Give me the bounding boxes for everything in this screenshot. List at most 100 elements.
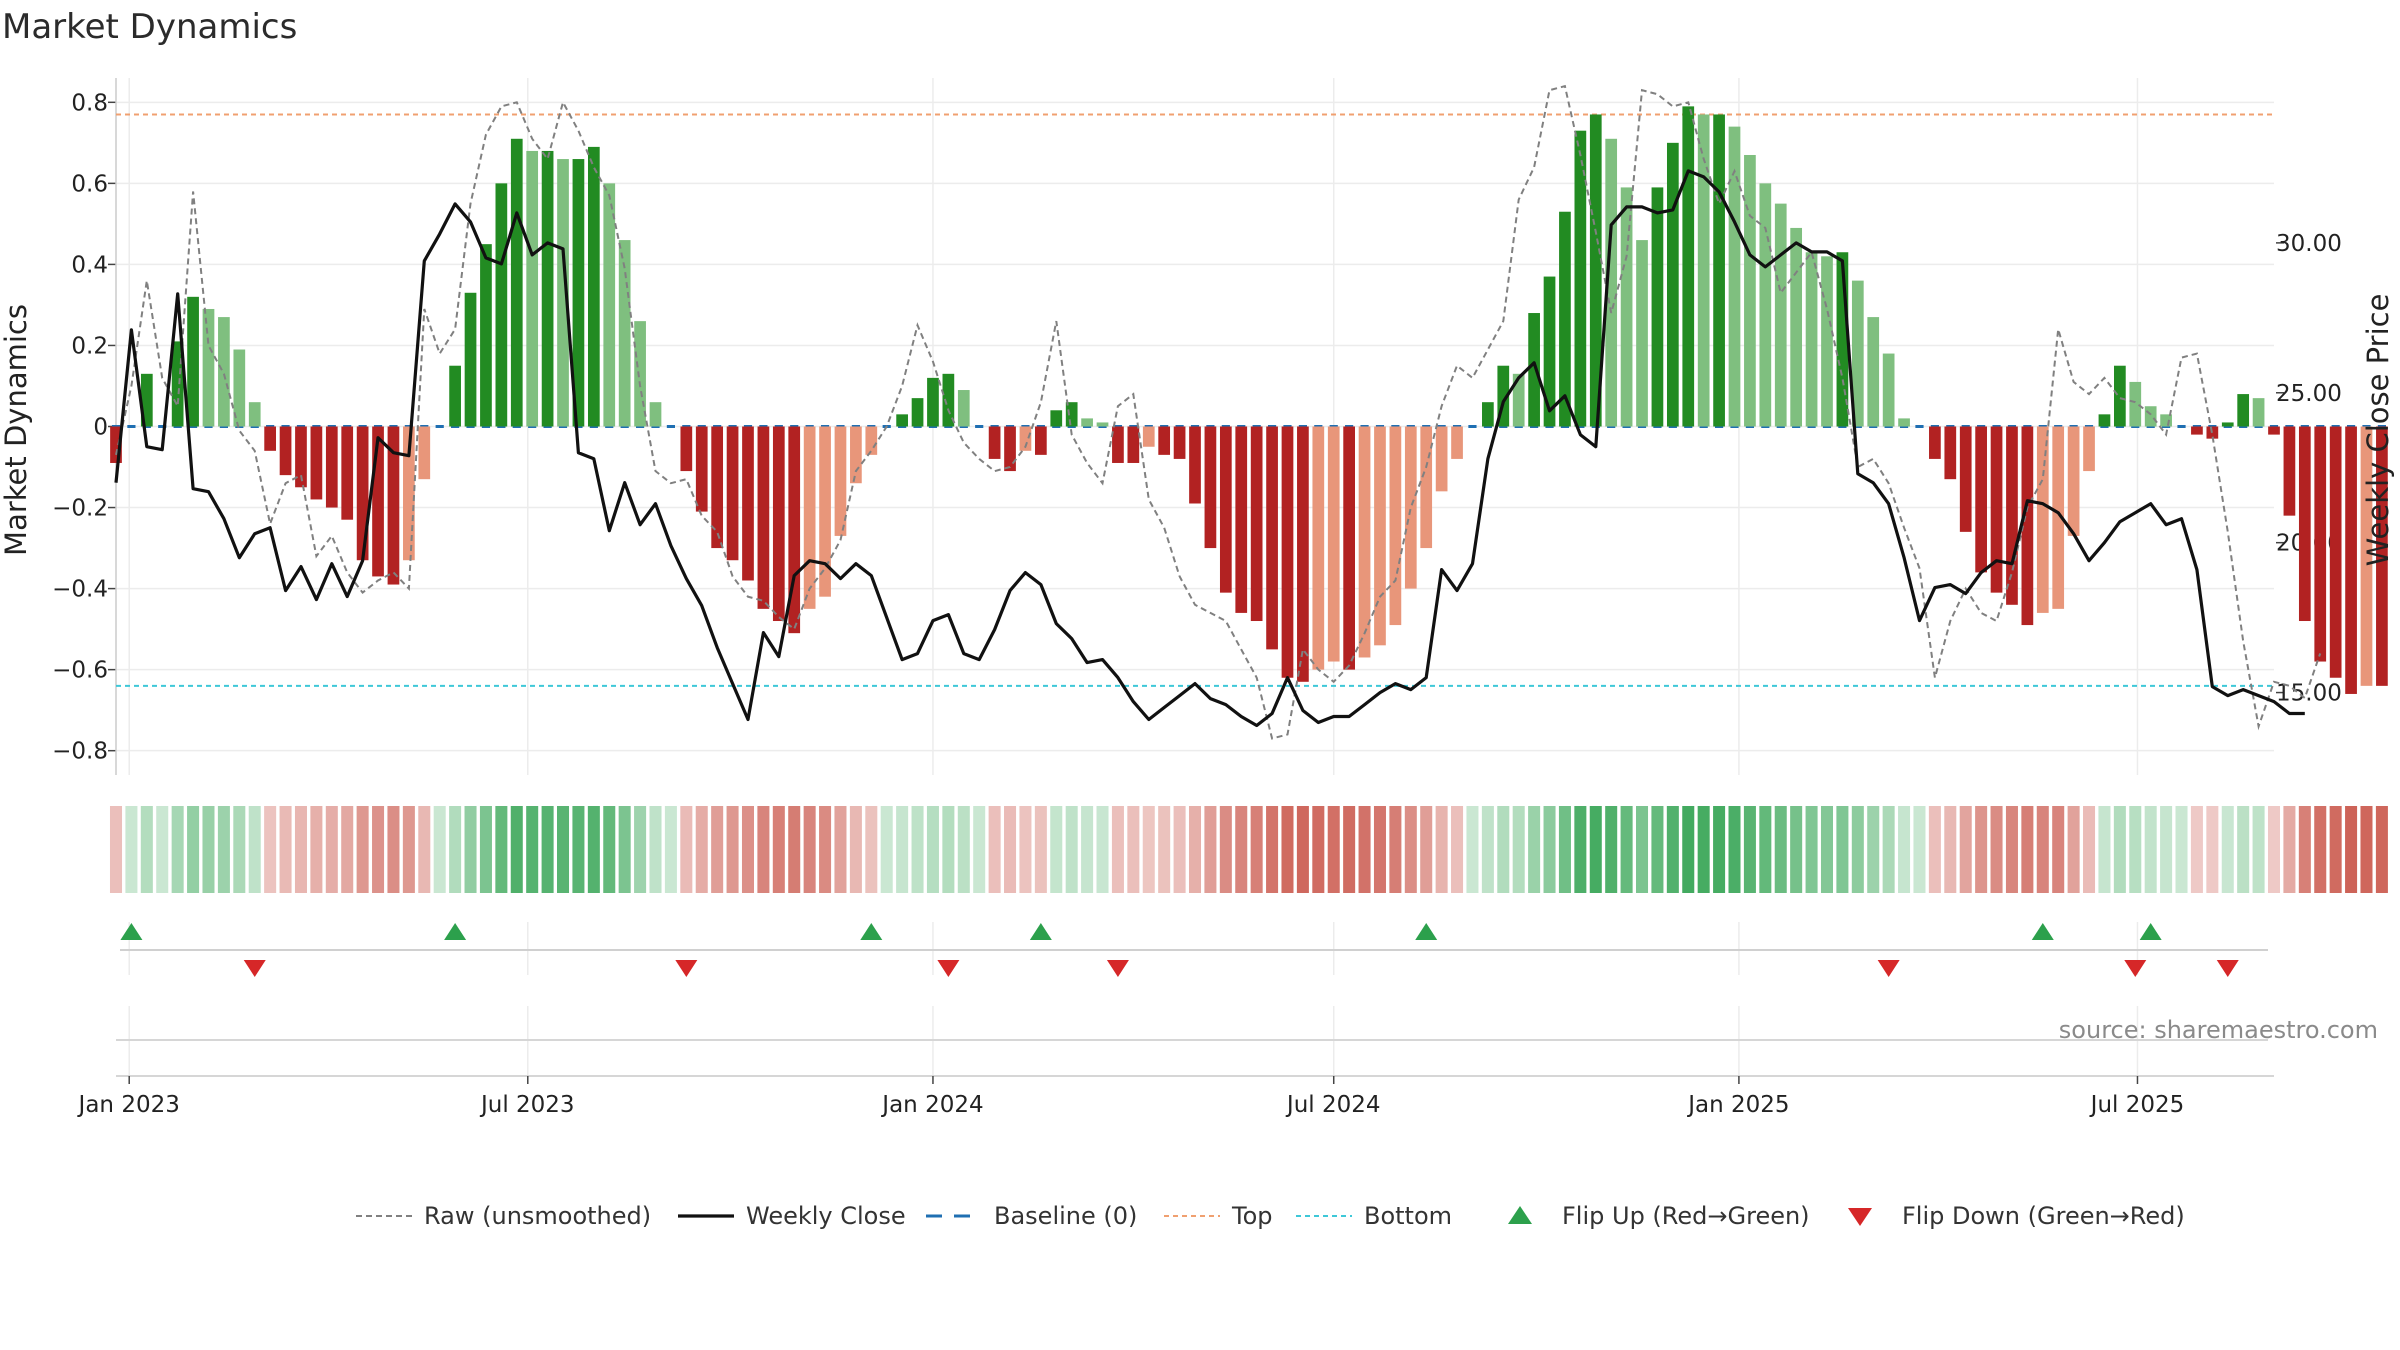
dynamics-bar	[2098, 414, 2111, 427]
regime-cell	[911, 806, 924, 893]
left-tick-label: −0.6	[52, 658, 108, 684]
regime-cell	[233, 806, 246, 893]
dynamics-bar	[1050, 410, 1063, 427]
dynamics-bar	[572, 159, 585, 427]
regime-cell	[341, 806, 354, 893]
regime-cell	[1851, 806, 1864, 893]
dynamics-bar	[1851, 280, 1864, 427]
regime-cell	[1882, 806, 1895, 893]
dynamics-bar	[1389, 426, 1402, 626]
regime-cell	[1774, 806, 1787, 893]
source-note: source: sharemaestro.com	[2059, 1016, 2378, 1044]
flip-down-marker	[243, 960, 266, 977]
left-tick-label: 0.8	[71, 90, 108, 116]
dynamics-bar	[325, 426, 338, 508]
regime-cell	[1389, 806, 1402, 893]
regime-cell	[926, 806, 939, 893]
regime-cell	[618, 806, 631, 893]
regime-cell	[2052, 806, 2065, 893]
regime-cell	[2360, 806, 2373, 893]
regime-cell	[1620, 806, 1633, 893]
regime-cell	[1805, 806, 1818, 893]
regime-cell	[1373, 806, 1386, 893]
flip-down-marker	[2216, 960, 2239, 977]
dynamics-bar	[1959, 426, 1972, 532]
regime-cell	[2160, 806, 2173, 893]
flip-up-marker	[444, 923, 467, 940]
dynamics-bar	[2160, 414, 2172, 427]
dynamics-bar	[1990, 426, 2003, 593]
dynamics-bar	[1065, 402, 1078, 427]
regime-cell	[310, 806, 323, 893]
dynamics-bar	[726, 426, 739, 561]
dynamics-bar	[1574, 130, 1587, 427]
regime-cell	[1928, 806, 1941, 893]
dynamics-bar	[480, 244, 492, 427]
regime-cell	[1820, 806, 1833, 893]
regime-cell	[2237, 806, 2250, 893]
dynamics-bar	[1158, 426, 1171, 455]
regime-cell	[664, 806, 677, 893]
x-tick-label: Jul 2023	[479, 1092, 575, 1118]
dynamics-bar	[865, 426, 878, 455]
dynamics-bar	[587, 146, 600, 427]
flip-down-marker	[1877, 960, 1900, 977]
dynamics-bar	[2006, 426, 2018, 605]
dynamics-bar	[2067, 426, 2080, 536]
left-tick-label: 0.2	[71, 333, 108, 359]
flip-up-marker	[1029, 923, 1052, 940]
legend-item-top: Top	[1164, 1202, 1273, 1230]
dynamics-bar	[850, 426, 862, 484]
regime-cell	[896, 806, 909, 893]
dynamics-bar	[495, 183, 508, 427]
regime-cell	[1004, 806, 1017, 893]
dynamics-bar	[202, 308, 215, 427]
dynamics-bar	[788, 426, 801, 634]
dynamics-bar	[248, 402, 261, 427]
dynamics-bar	[372, 426, 384, 577]
regime-cell	[2113, 806, 2126, 893]
dynamics-bar	[1451, 426, 1463, 459]
flip-up-marker	[1415, 923, 1438, 940]
dynamics-bar	[279, 426, 292, 476]
dynamics-bar	[695, 426, 708, 512]
flip-up-marker	[2031, 923, 2054, 940]
flip-down-marker	[2124, 960, 2147, 977]
regime-cell	[2345, 806, 2358, 893]
dynamics-bar	[2113, 365, 2126, 427]
regime-cell	[1358, 806, 1371, 893]
x-tick-label: Jan 2024	[880, 1092, 983, 1118]
legend-label: Weekly Close	[746, 1202, 906, 1230]
dynamics-bar	[2252, 398, 2265, 427]
raw-line	[115, 84, 2322, 740]
regime-cell	[803, 806, 816, 893]
regime-cell	[2267, 806, 2281, 893]
dynamics-bar	[187, 296, 199, 427]
regime-cell	[464, 806, 477, 893]
flip-down-marker	[937, 960, 960, 977]
dynamics-bar	[140, 373, 153, 427]
regime-cell	[1713, 806, 1726, 893]
regime-cell	[849, 806, 862, 893]
regime-cell	[819, 806, 832, 893]
dynamics-bar	[1636, 240, 1648, 427]
dynamics-bar	[1882, 353, 1895, 427]
dynamics-bar	[1790, 227, 1803, 427]
regime-cell	[1759, 806, 1772, 893]
regime-cell	[433, 806, 446, 893]
dynamics-bar	[264, 426, 277, 451]
weekly-close-line	[114, 169, 2305, 728]
dynamics-bar	[1266, 426, 1278, 650]
legend: Raw (unsmoothed) Weekly Close Baseline (0)…	[356, 1202, 2185, 1230]
dynamics-bar	[2221, 422, 2234, 427]
legend-label: Flip Down (Green→Red)	[1902, 1202, 2185, 1230]
dynamics-bar	[1081, 418, 1093, 427]
regime-cell	[572, 806, 585, 893]
regime-cell	[1990, 806, 2003, 893]
legend-item-flip_down: Flip Down (Green→Red)	[1848, 1202, 2185, 1230]
regime-cell	[479, 806, 492, 893]
legend-item-close: Weekly Close	[678, 1202, 906, 1230]
regime-cell	[1343, 806, 1356, 893]
weekly-close-series	[114, 169, 2305, 728]
